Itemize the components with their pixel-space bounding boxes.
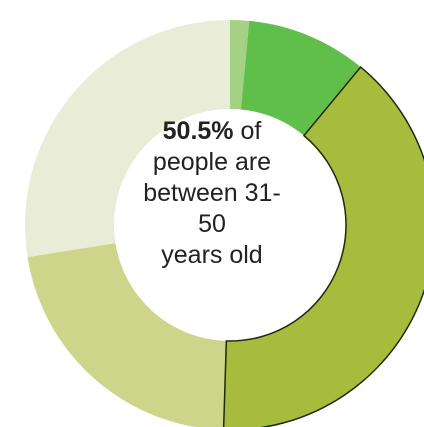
donut-slice-3 — [223, 67, 424, 427]
center-label: 50.5% of people are between 31- 50 years… — [122, 116, 302, 271]
center-label-line-4: 50 — [198, 210, 226, 238]
center-label-line-2: people are — [152, 148, 272, 176]
highlight-slice-outline — [222, 65, 424, 427]
donut-slices — [24, 20, 424, 427]
center-label-of: of — [240, 117, 262, 145]
center-label-line-1: 50.5% of — [122, 116, 302, 147]
center-label-line-5: years old — [161, 241, 263, 269]
donut-slice-5 — [24, 20, 230, 258]
slice-borders — [222, 65, 424, 427]
donut-slice-2 — [240, 20, 361, 136]
highlight-percentage: 50.5% — [162, 117, 234, 145]
donut-slice-4 — [27, 243, 227, 427]
center-label-line-3: between 31- — [143, 179, 281, 207]
donut-slice-1 — [230, 20, 250, 110]
